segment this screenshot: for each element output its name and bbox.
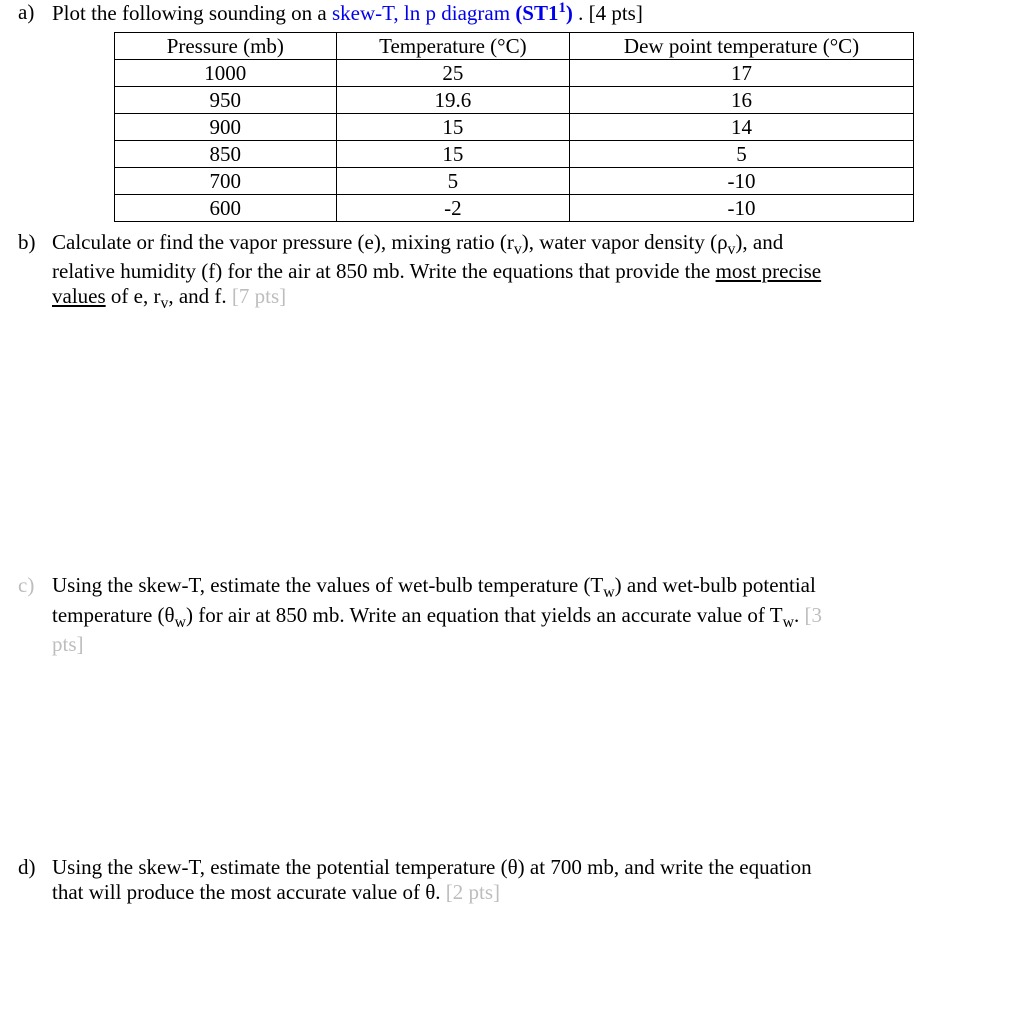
question-d: d) Using the skew-T, estimate the potent… (18, 855, 1006, 905)
body-a: Plot the following sounding on a skew-T,… (52, 0, 1006, 26)
a-post: . [4 pts] (573, 1, 643, 25)
c-points-2: pts] (52, 632, 84, 656)
body-c: Using the skew-T, estimate the values of… (52, 573, 1006, 656)
question-c: c) Using the skew-T, estimate the values… (18, 573, 1006, 656)
question-a: a) Plot the following sounding on a skew… (18, 0, 1006, 222)
table-row: 600-2-10 (115, 195, 914, 222)
b-points: [7 pts] (232, 284, 286, 308)
table-row: 7005-10 (115, 168, 914, 195)
label-c: c) (18, 573, 52, 598)
body-d: Using the skew-T, estimate the potential… (52, 855, 1006, 905)
label-b: b) (18, 230, 52, 255)
a-pre: Plot the following sounding on a (52, 1, 332, 25)
a-bold: (ST11) (510, 1, 573, 25)
sounding-table: Pressure (mb) Temperature (°C) Dew point… (114, 32, 914, 222)
table-row: 10002517 (115, 60, 914, 87)
col-pressure: Pressure (mb) (115, 33, 337, 60)
d-points: [2 pts] (446, 880, 500, 904)
table-row: 9001514 (115, 114, 914, 141)
question-b: b) Calculate or find the vapor pressure … (18, 230, 1006, 313)
col-temperature: Temperature (°C) (336, 33, 569, 60)
skewt-link[interactable]: skew-T, ln p diagram (332, 1, 510, 25)
col-dewpoint: Dew point temperature (°C) (570, 33, 914, 60)
label-d: d) (18, 855, 52, 880)
table-header-row: Pressure (mb) Temperature (°C) Dew point… (115, 33, 914, 60)
c-points-1: [3 (804, 603, 822, 627)
table-row: 95019.616 (115, 87, 914, 114)
body-b: Calculate or find the vapor pressure (e)… (52, 230, 1006, 313)
label-a: a) (18, 0, 52, 25)
table-row: 850155 (115, 141, 914, 168)
